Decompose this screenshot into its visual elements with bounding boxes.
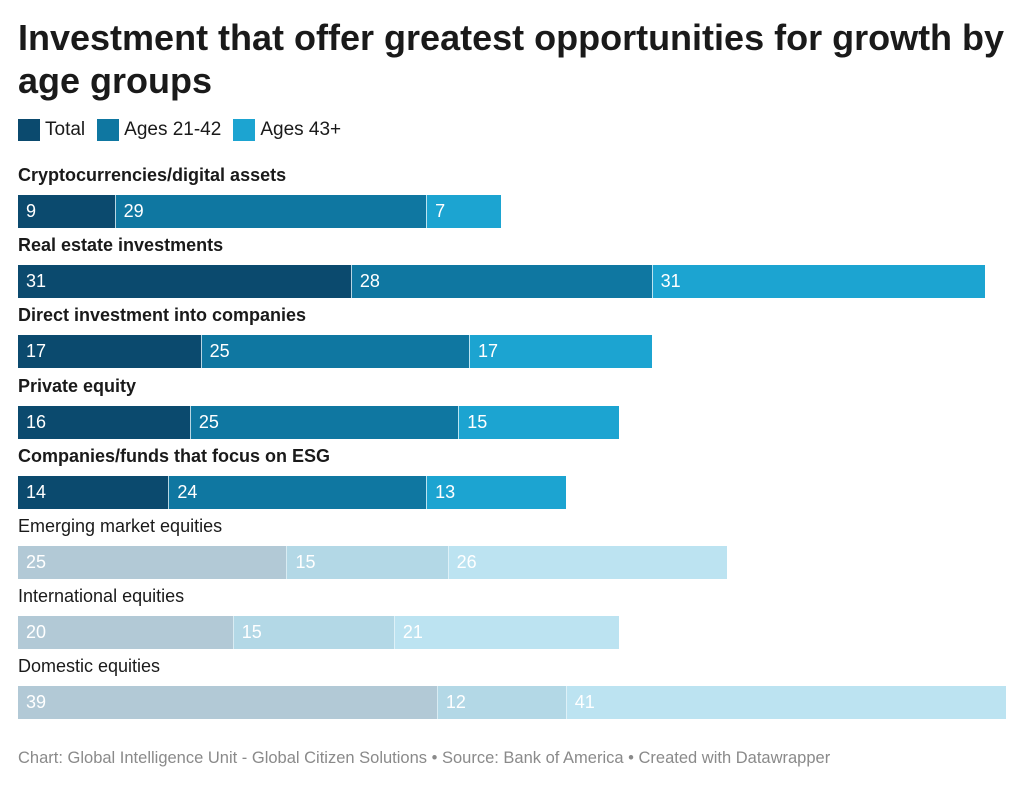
- data-label: 26: [456, 552, 477, 572]
- data-label: 13: [435, 481, 456, 502]
- bar-segment-ages-21-42: 25: [200, 335, 470, 369]
- bar-segment-ages-21-42: 15: [286, 546, 448, 579]
- data-label: 17: [478, 341, 499, 362]
- data-label: 31: [660, 271, 681, 292]
- bar-segment-ages-43: 31: [651, 265, 985, 299]
- bar-segment-ages-43: 26: [447, 546, 727, 579]
- legend-label-ages-21-42: Ages 21-42: [124, 119, 222, 140]
- data-label: 21: [402, 622, 423, 643]
- legend-label-ages-43-plus: Ages 43+: [260, 119, 342, 140]
- data-label: 39: [26, 692, 47, 713]
- legend-item-ages-43-plus: Ages 43+: [233, 119, 341, 141]
- bar-row-private-equity: 16 25 15: [18, 405, 620, 439]
- data-label: 25: [198, 411, 219, 432]
- category-label-emerging-market-equities: Emerging market equities: [18, 516, 223, 536]
- legend-swatch-ages-43-plus: [233, 119, 256, 141]
- data-label: 25: [209, 341, 230, 362]
- data-label: 24: [177, 481, 198, 502]
- bar-segment-ages-21-42: 24: [168, 475, 427, 509]
- bar-row-direct-investment-into-companies: 17 25 17: [18, 335, 652, 369]
- category-label-domestic-equities: Domestic equities: [18, 656, 161, 677]
- bar-segment-total: 17: [18, 335, 201, 369]
- bar-segment-ages-21-42: 29: [114, 195, 427, 228]
- bar-segment-ages-21-42: 12: [436, 686, 566, 720]
- data-label: 12: [445, 692, 466, 713]
- bar-segment-total: 25: [18, 546, 287, 579]
- data-label: 28: [359, 271, 380, 292]
- legend-swatch-ages-21-42: [97, 119, 120, 141]
- bar-segment-ages-43: 17: [469, 335, 652, 369]
- data-label: 16: [26, 411, 47, 432]
- legend: Total Ages 21-42 Ages 43+: [18, 117, 353, 143]
- bar-row-real-estate-investments: 31 28 31: [18, 265, 985, 299]
- bar-segment-ages-43: 13: [426, 475, 566, 509]
- bar-row-emerging-market-equities: 25 15 26: [18, 546, 727, 579]
- data-label: 17: [26, 341, 47, 362]
- legend-item-total: Total: [18, 119, 85, 141]
- category-label-international-equities: International equities: [18, 586, 185, 607]
- data-label: 14: [26, 481, 47, 502]
- chart-title: Investment that offer greatest opportuni…: [18, 17, 1005, 101]
- bar-row-international-equities: 20 15 21: [18, 616, 620, 650]
- data-label: 9: [26, 201, 37, 221]
- bar-segment-total: 9: [18, 195, 115, 228]
- bar-segment-total: 14: [18, 475, 169, 509]
- category-label-cryptocurrencies-digital-assets: Cryptocurrencies/digital assets: [18, 165, 287, 185]
- bar-segment-total: 20: [18, 616, 233, 650]
- data-label: 15: [295, 552, 316, 572]
- bar-segment-ages-21-42: 25: [189, 405, 459, 439]
- bar-segment-total: 39: [18, 686, 437, 720]
- data-label: 20: [26, 622, 47, 643]
- bar-segment-ages-43: 7: [426, 195, 502, 228]
- legend-item-ages-21-42: Ages 21-42: [97, 119, 221, 141]
- bar-row-cryptocurrencies-digital-assets: 9 29 7: [18, 195, 502, 228]
- data-label: 15: [467, 411, 488, 432]
- bar-row-domestic-equities: 39 12 41: [18, 686, 1006, 720]
- bar-segment-ages-43: 21: [393, 616, 620, 650]
- legend-label-total: Total: [45, 119, 86, 140]
- bar-row-companies-funds-that-focus-on-esg: 14 24 13: [18, 475, 566, 509]
- bar-segment-ages-43: 15: [458, 405, 620, 439]
- bar-segment-ages-21-42: 15: [232, 616, 394, 650]
- data-label: 29: [123, 201, 144, 221]
- data-label: 41: [574, 692, 595, 713]
- bar-segment-total: 31: [18, 265, 351, 299]
- bar-segment-total: 16: [18, 405, 190, 439]
- chart-footer: Chart: Global Intelligence Unit - Global…: [18, 749, 831, 767]
- legend-swatch-total: [18, 119, 40, 141]
- category-label-real-estate-investments: Real estate investments: [18, 235, 224, 256]
- bar-segment-ages-43: 41: [565, 686, 1006, 720]
- data-label: 25: [26, 552, 47, 572]
- data-label: 15: [241, 622, 262, 643]
- data-label: 7: [435, 201, 446, 221]
- category-label-direct-investment-into-companies: Direct investment into companies: [18, 305, 307, 326]
- category-label-private-equity: Private equity: [18, 375, 137, 396]
- bar-segment-ages-21-42: 28: [350, 265, 652, 299]
- category-label-companies-funds-that-focus-on-esg: Companies/funds that focus on ESG: [18, 445, 331, 466]
- data-label: 31: [26, 271, 47, 292]
